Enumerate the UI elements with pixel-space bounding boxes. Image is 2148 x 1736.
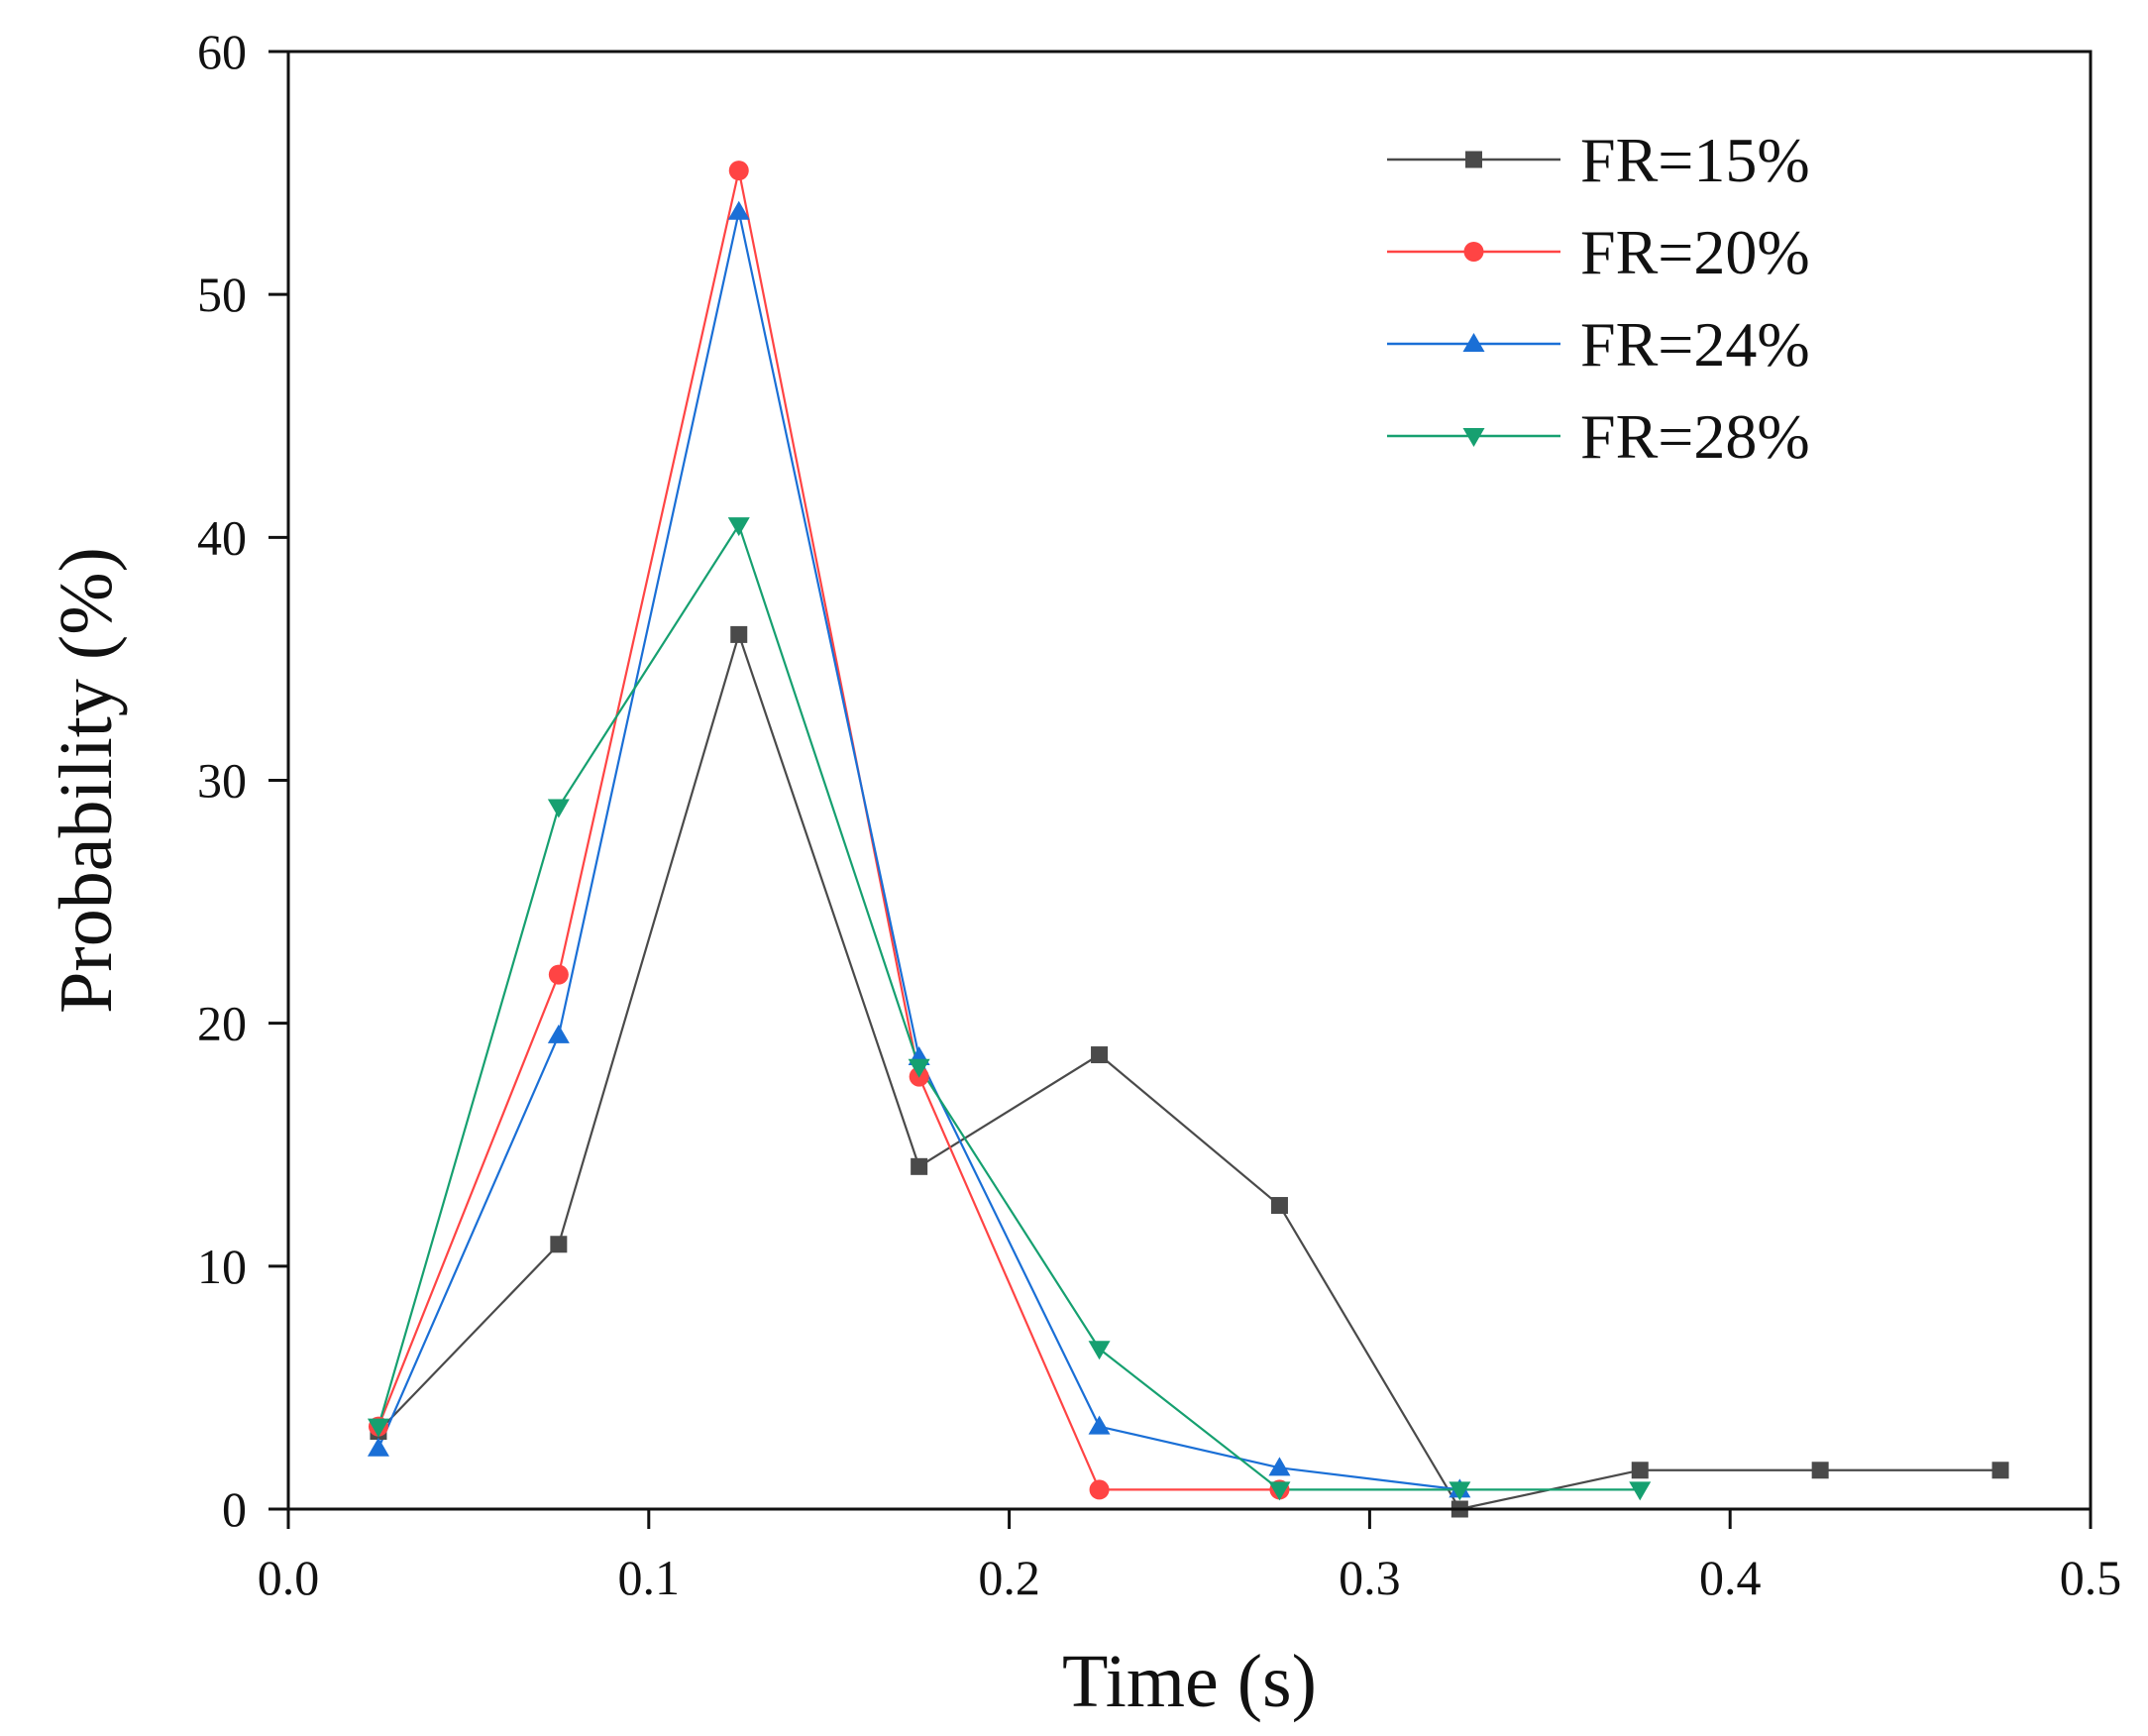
y-tick-label: 0 — [222, 1481, 247, 1537]
data-point — [1449, 1481, 1471, 1501]
data-point — [1089, 1479, 1110, 1500]
data-point — [550, 1236, 568, 1253]
data-point — [1811, 1462, 1829, 1479]
series-line-4 — [376, 522, 1641, 1491]
series-line-1 — [377, 630, 2001, 1511]
legend-marker — [1463, 242, 1484, 262]
data-point — [547, 1024, 570, 1043]
y-axis: 0 10 20 30 40 50 60 — [197, 24, 288, 1537]
plot-frame — [286, 50, 2093, 1511]
data-point — [911, 1157, 928, 1175]
data-point — [1270, 1197, 1288, 1215]
data-point — [1631, 1462, 1649, 1479]
data-point — [727, 200, 750, 220]
y-tick-label: 40 — [197, 509, 247, 565]
legend-label: FR=28% — [1580, 401, 1810, 472]
data-point — [728, 161, 749, 181]
y-tick-label: 10 — [197, 1239, 247, 1294]
data-point — [1991, 1462, 2009, 1479]
data-point — [548, 964, 569, 985]
legend-item: FR=20% — [1387, 217, 1810, 287]
legend-item: FR=24% — [1387, 309, 1810, 380]
y-tick-label: 50 — [197, 267, 247, 322]
y-axis-title: Probability (%) — [45, 547, 128, 1014]
x-tick-label: 0.2 — [978, 1550, 1040, 1605]
legend-label: FR=24% — [1580, 309, 1810, 380]
data-point — [367, 1437, 389, 1457]
data-point — [547, 799, 570, 818]
series-markers — [367, 161, 2009, 1518]
y-tick-label: 60 — [197, 24, 247, 79]
data-point — [1268, 1457, 1291, 1476]
x-tick-label: 0.0 — [258, 1550, 320, 1605]
legend-label: FR=20% — [1580, 217, 1810, 287]
series-line-2 — [376, 169, 1280, 1491]
legend-marker — [1462, 428, 1485, 447]
legend: FR=15% FR=20% FR=24% FR=28% — [1387, 125, 1810, 472]
x-tick-label: 0.5 — [2060, 1550, 2122, 1605]
y-tick-label: 30 — [197, 753, 247, 809]
legend-marker — [1465, 151, 1482, 168]
data-point — [727, 517, 750, 537]
x-axis: 0.0 0.1 0.2 0.3 0.4 0.5 — [258, 1509, 2122, 1605]
data-point — [1629, 1481, 1652, 1501]
x-tick-label: 0.3 — [1339, 1550, 1401, 1605]
x-tick-label: 0.4 — [1699, 1550, 1762, 1605]
data-point — [1268, 1481, 1291, 1501]
legend-item: FR=15% — [1387, 125, 1810, 195]
data-point — [367, 1418, 389, 1438]
legend-marker — [1462, 333, 1485, 352]
data-point — [908, 1058, 930, 1078]
legend-label: FR=15% — [1580, 125, 1810, 195]
y-tick-label: 20 — [197, 996, 247, 1051]
data-point — [1088, 1415, 1111, 1435]
data-point — [1088, 1341, 1111, 1360]
series-line-3 — [376, 211, 1460, 1491]
x-tick-label: 0.1 — [618, 1550, 681, 1605]
data-point — [1091, 1046, 1109, 1064]
legend-item: FR=28% — [1387, 401, 1810, 472]
data-point — [730, 625, 748, 643]
x-axis-title: Time (s) — [1062, 1640, 1317, 1723]
